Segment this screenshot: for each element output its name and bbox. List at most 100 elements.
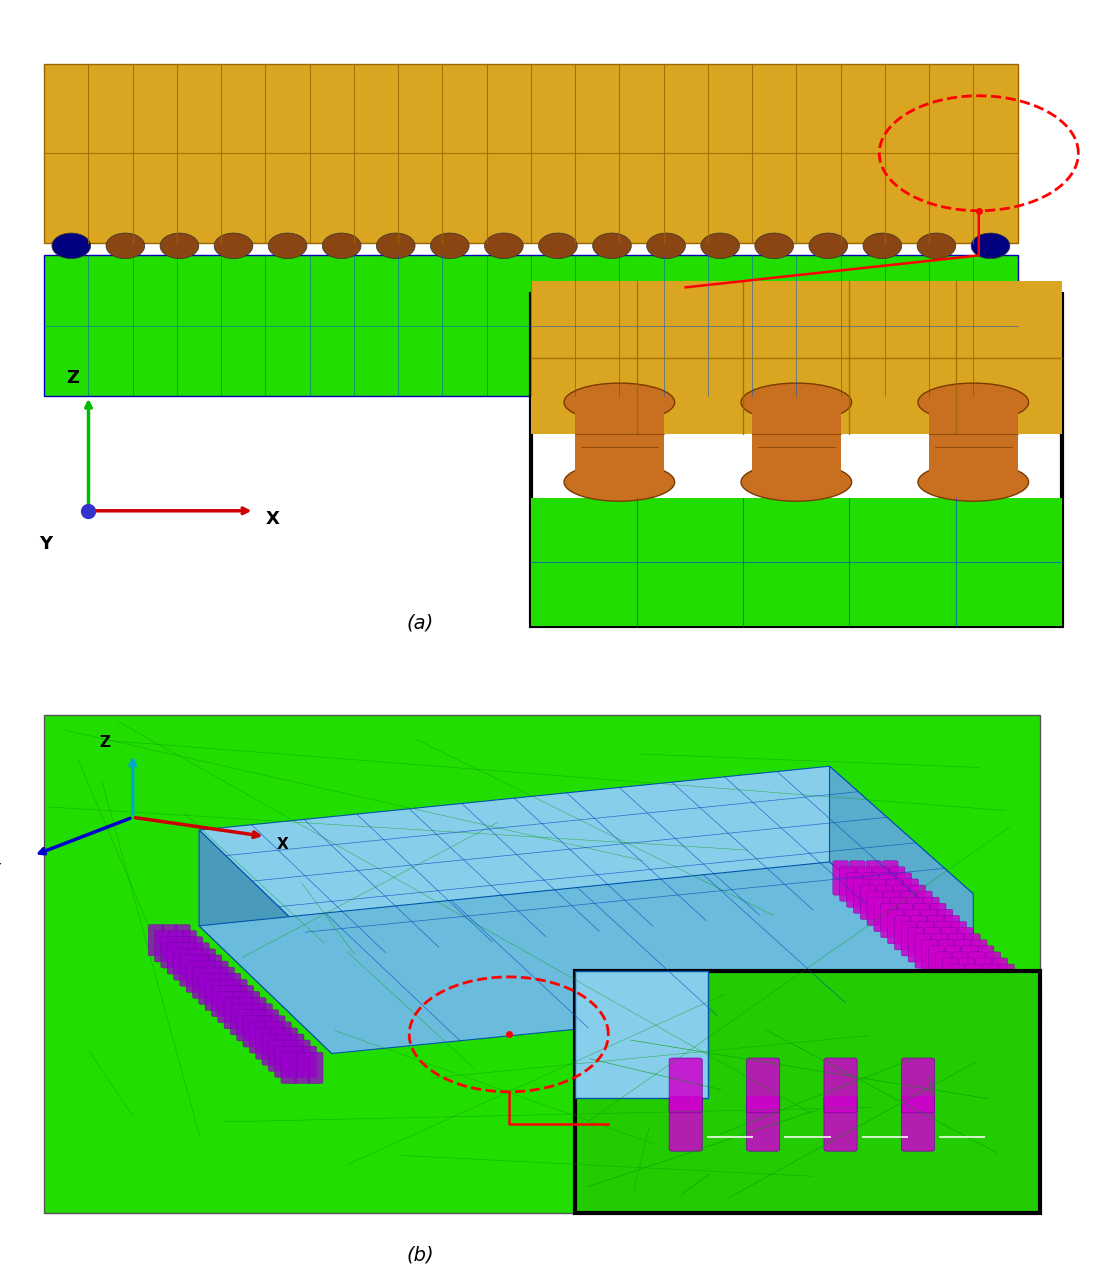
Ellipse shape: [215, 232, 253, 258]
FancyBboxPatch shape: [44, 64, 1018, 243]
FancyBboxPatch shape: [977, 988, 992, 1023]
FancyBboxPatch shape: [921, 909, 937, 944]
FancyBboxPatch shape: [985, 951, 1001, 986]
FancyBboxPatch shape: [904, 879, 919, 913]
FancyBboxPatch shape: [863, 873, 878, 908]
FancyBboxPatch shape: [161, 925, 177, 955]
FancyBboxPatch shape: [270, 1015, 285, 1047]
FancyBboxPatch shape: [897, 903, 912, 937]
FancyBboxPatch shape: [180, 955, 196, 986]
FancyBboxPatch shape: [192, 967, 208, 999]
FancyBboxPatch shape: [954, 940, 970, 974]
FancyBboxPatch shape: [575, 402, 664, 481]
FancyBboxPatch shape: [917, 891, 932, 926]
FancyBboxPatch shape: [888, 909, 904, 944]
FancyBboxPatch shape: [997, 976, 1012, 1010]
FancyBboxPatch shape: [908, 927, 924, 962]
FancyBboxPatch shape: [1010, 988, 1025, 1023]
FancyBboxPatch shape: [999, 964, 1014, 999]
FancyBboxPatch shape: [962, 946, 978, 981]
FancyBboxPatch shape: [910, 885, 926, 919]
FancyBboxPatch shape: [989, 971, 1004, 1005]
FancyBboxPatch shape: [274, 1046, 290, 1078]
FancyBboxPatch shape: [930, 903, 946, 937]
FancyBboxPatch shape: [907, 898, 922, 932]
FancyBboxPatch shape: [669, 1057, 702, 1112]
FancyBboxPatch shape: [531, 281, 1062, 434]
FancyBboxPatch shape: [870, 879, 886, 913]
FancyBboxPatch shape: [866, 861, 881, 895]
FancyBboxPatch shape: [824, 1057, 857, 1112]
FancyBboxPatch shape: [884, 891, 899, 926]
FancyBboxPatch shape: [237, 1010, 252, 1041]
Polygon shape: [199, 766, 973, 958]
FancyBboxPatch shape: [230, 1004, 246, 1034]
FancyBboxPatch shape: [935, 922, 950, 956]
FancyBboxPatch shape: [928, 916, 943, 950]
FancyBboxPatch shape: [747, 1096, 780, 1152]
Ellipse shape: [647, 232, 686, 258]
Ellipse shape: [741, 383, 852, 421]
FancyBboxPatch shape: [531, 498, 1062, 626]
Text: Z: Z: [66, 369, 80, 387]
FancyBboxPatch shape: [180, 942, 196, 974]
FancyBboxPatch shape: [1020, 982, 1035, 1016]
FancyBboxPatch shape: [946, 946, 961, 981]
FancyBboxPatch shape: [155, 931, 170, 962]
Text: Z: Z: [100, 736, 111, 750]
FancyBboxPatch shape: [225, 997, 240, 1029]
FancyBboxPatch shape: [824, 1096, 857, 1152]
FancyBboxPatch shape: [873, 867, 888, 902]
Ellipse shape: [863, 232, 901, 258]
Ellipse shape: [593, 232, 632, 258]
FancyBboxPatch shape: [200, 949, 216, 981]
FancyBboxPatch shape: [187, 937, 202, 968]
FancyBboxPatch shape: [243, 1015, 259, 1047]
FancyBboxPatch shape: [918, 922, 933, 956]
FancyBboxPatch shape: [905, 909, 920, 944]
Ellipse shape: [701, 232, 740, 258]
FancyBboxPatch shape: [275, 1034, 291, 1065]
FancyBboxPatch shape: [975, 958, 991, 992]
FancyBboxPatch shape: [174, 937, 189, 968]
FancyBboxPatch shape: [199, 973, 215, 1005]
FancyBboxPatch shape: [931, 933, 947, 968]
FancyBboxPatch shape: [289, 1034, 304, 1065]
FancyBboxPatch shape: [148, 925, 164, 955]
FancyBboxPatch shape: [949, 964, 964, 999]
FancyBboxPatch shape: [911, 916, 927, 950]
FancyBboxPatch shape: [959, 958, 974, 992]
FancyBboxPatch shape: [849, 861, 865, 895]
FancyBboxPatch shape: [901, 1057, 935, 1112]
FancyBboxPatch shape: [970, 982, 985, 1016]
FancyBboxPatch shape: [181, 931, 197, 962]
FancyBboxPatch shape: [160, 937, 176, 968]
FancyBboxPatch shape: [257, 1015, 272, 1047]
FancyBboxPatch shape: [941, 927, 957, 962]
FancyBboxPatch shape: [207, 955, 222, 986]
FancyBboxPatch shape: [288, 1046, 303, 1078]
Ellipse shape: [52, 232, 91, 258]
FancyBboxPatch shape: [846, 873, 862, 908]
FancyBboxPatch shape: [938, 940, 953, 974]
FancyBboxPatch shape: [187, 949, 202, 981]
FancyBboxPatch shape: [269, 1039, 284, 1071]
FancyBboxPatch shape: [226, 973, 241, 1005]
FancyBboxPatch shape: [275, 1022, 291, 1054]
FancyBboxPatch shape: [938, 909, 953, 944]
Ellipse shape: [808, 232, 847, 258]
FancyBboxPatch shape: [218, 979, 233, 1010]
FancyBboxPatch shape: [833, 861, 848, 895]
FancyBboxPatch shape: [887, 879, 902, 913]
FancyBboxPatch shape: [900, 891, 916, 926]
FancyBboxPatch shape: [669, 1096, 702, 1152]
Ellipse shape: [268, 232, 307, 258]
Ellipse shape: [918, 383, 1029, 421]
FancyBboxPatch shape: [894, 885, 909, 919]
FancyBboxPatch shape: [972, 971, 988, 1005]
Polygon shape: [199, 862, 973, 1054]
Ellipse shape: [106, 232, 145, 258]
Text: Y: Y: [39, 535, 52, 553]
FancyBboxPatch shape: [854, 879, 869, 913]
FancyBboxPatch shape: [301, 1046, 316, 1078]
